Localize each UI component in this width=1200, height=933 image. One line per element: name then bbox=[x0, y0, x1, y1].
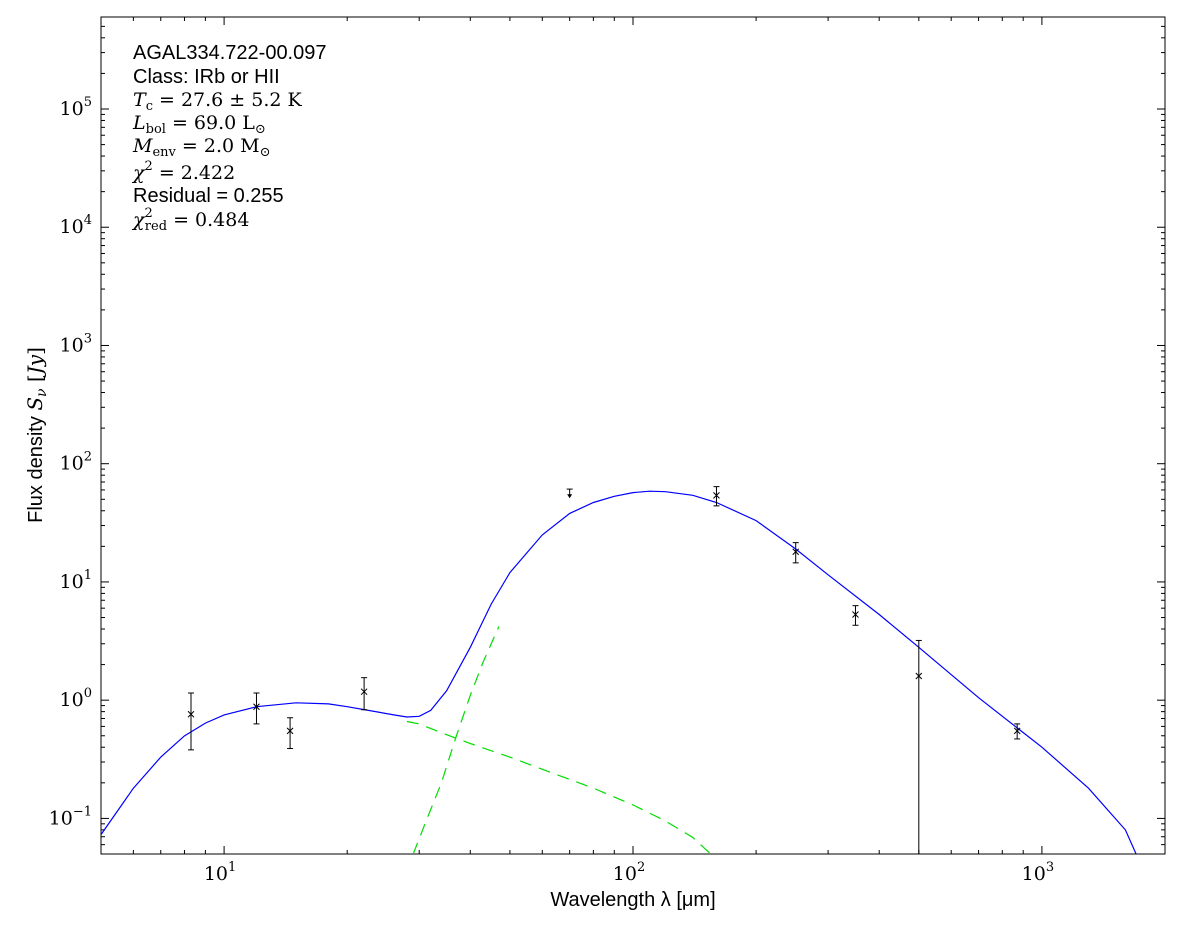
y-tick-label: 102 bbox=[60, 450, 92, 475]
x-tick-label: 103 bbox=[1022, 860, 1054, 885]
data-point bbox=[360, 677, 368, 711]
y-tick-label: 101 bbox=[60, 568, 92, 593]
data-point bbox=[852, 605, 859, 626]
data-point bbox=[286, 717, 294, 750]
y-tick-labels: 10−1 100 101 102 103 104 105 bbox=[49, 95, 92, 829]
data-point bbox=[915, 639, 923, 854]
hot-component-curve bbox=[406, 720, 712, 854]
y-tick-label: 104 bbox=[60, 213, 92, 238]
y-axis-label: Flux density Sν [Jy] bbox=[23, 347, 50, 523]
cold-component-curve bbox=[412, 626, 500, 854]
reduced-chi-squared-label: χ2 red = 0.484 bbox=[131, 206, 249, 234]
data-marker bbox=[852, 611, 859, 618]
y-tick-label: 105 bbox=[60, 95, 92, 120]
chi-squared-label: χ2 = 2.422 bbox=[131, 159, 235, 184]
residual-label: Residual = 0.255 bbox=[133, 185, 284, 207]
data-point bbox=[713, 486, 720, 507]
data-marker bbox=[253, 703, 260, 711]
upper-limit-arrow bbox=[567, 494, 573, 499]
data-marker bbox=[187, 710, 195, 718]
x-tick-label: 102 bbox=[613, 860, 645, 885]
temperature-label: Tc = 27.6 ± 5.2 K bbox=[133, 89, 303, 114]
x-tick-label: 101 bbox=[204, 860, 236, 885]
luminosity-label: Lbol = 69.0 L⊙ bbox=[132, 112, 266, 137]
x-tick-labels: 101 102 103 bbox=[204, 860, 1054, 885]
data-marker bbox=[286, 727, 294, 735]
data-point bbox=[1013, 723, 1021, 740]
fit-annotations: AGAL334.722-00.097 Class: IRb or HII Tc … bbox=[131, 42, 327, 234]
x-axis-label: Wavelength λ [μm] bbox=[550, 889, 715, 911]
upper-limit bbox=[566, 488, 573, 499]
data-marker bbox=[713, 491, 720, 499]
source-name: AGAL334.722-00.097 bbox=[133, 42, 327, 64]
data-marker bbox=[360, 688, 368, 696]
plot-frame bbox=[100, 16, 1166, 855]
axis-ticks bbox=[100, 16, 1166, 855]
class-label: Class: IRb or HII bbox=[133, 66, 280, 88]
data-marker bbox=[1013, 727, 1021, 735]
data-marker bbox=[792, 548, 800, 556]
envelope-mass-label: Menv = 2.0 M⊙ bbox=[132, 135, 271, 160]
data-marker bbox=[915, 672, 923, 680]
data-points bbox=[187, 486, 1021, 854]
data-point bbox=[792, 542, 800, 564]
model-curves bbox=[101, 490, 1137, 854]
y-tick-label: 103 bbox=[60, 331, 92, 356]
data-point bbox=[187, 692, 195, 751]
total-model-curve bbox=[101, 490, 1137, 854]
data-point bbox=[253, 692, 260, 725]
y-tick-label: 10−1 bbox=[49, 804, 92, 829]
y-tick-label: 100 bbox=[60, 686, 92, 711]
